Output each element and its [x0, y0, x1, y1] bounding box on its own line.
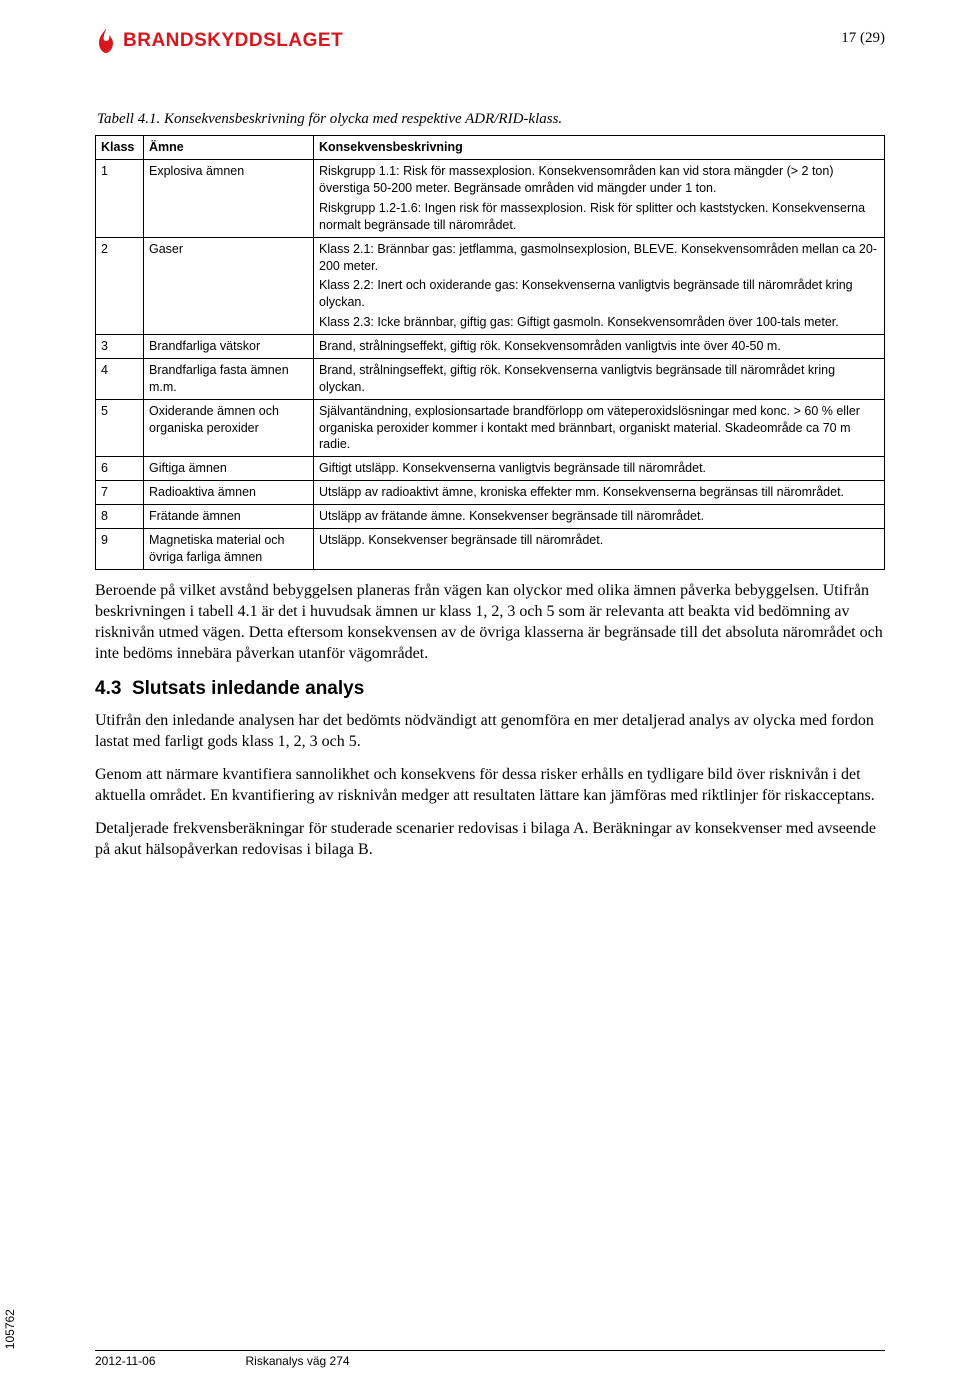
table-row: 9Magnetiska material och övriga farliga …: [96, 528, 885, 569]
cell-amne: Frätande ämnen: [144, 505, 314, 529]
cell-klass: 3: [96, 335, 144, 359]
body-text-2: Utifrån den inledande analysen har det b…: [95, 710, 885, 861]
footer-date: 2012-11-06: [95, 1353, 156, 1369]
cell-amne: Oxiderande ämnen och organiska peroxider: [144, 399, 314, 457]
table-row: 8Frätande ämnen Utsläpp av frätande ämne.…: [96, 505, 885, 529]
footer-doc: Riskanalys väg 274: [246, 1353, 350, 1369]
beskrivning-block: Klass 2.3: Icke brännbar, giftig gas: Gi…: [319, 314, 879, 331]
table-row: 7Radioaktiva ämnen Utsläpp av radioaktivt…: [96, 481, 885, 505]
beskrivning-block: Utsläpp av radioaktivt ämne, kroniska ef…: [319, 484, 879, 501]
paragraph: Detaljerade frekvensberäkningar för stud…: [95, 818, 885, 860]
side-document-number: 105762: [2, 1309, 18, 1349]
cell-beskrivning: Utsläpp av frätande ämne. Konsekvenser b…: [314, 505, 885, 529]
flame-icon: [95, 28, 117, 54]
adr-table: Klass Ämne Konsekvensbeskrivning 1Explos…: [95, 135, 885, 569]
beskrivning-block: Riskgrupp 1.2-1.6: Ingen risk för massex…: [319, 200, 879, 234]
beskrivning-block: Utsläpp. Konsekvenser begränsade till nä…: [319, 532, 879, 549]
cell-amne: Magnetiska material och övriga farliga ä…: [144, 528, 314, 569]
brand-name: BRANDSKYDDSLAGET: [123, 28, 343, 54]
cell-klass: 5: [96, 399, 144, 457]
col-beskrivning: Konsekvensbeskrivning: [314, 136, 885, 160]
brand-logo: BRANDSKYDDSLAGET: [95, 28, 885, 54]
paragraph: Genom att närmare kvantifiera sannolikhe…: [95, 764, 885, 806]
cell-amne: Gaser: [144, 237, 314, 334]
beskrivning-block: Självantändning, explosionsartade brandf…: [319, 403, 879, 454]
table-row: 3Brandfarliga vätskor Brand, strålningsef…: [96, 335, 885, 359]
beskrivning-block: Riskgrupp 1.1: Risk för massexplosion. K…: [319, 163, 879, 197]
col-klass: Klass: [96, 136, 144, 160]
cell-beskrivning: Utsläpp. Konsekvenser begränsade till nä…: [314, 528, 885, 569]
cell-klass: 7: [96, 481, 144, 505]
table-row: 5Oxiderande ämnen och organiska peroxide…: [96, 399, 885, 457]
page-footer: 2012-11-06 Riskanalys väg 274: [95, 1350, 885, 1369]
table-row: 4Brandfarliga fasta ämnen m.m.Brand, str…: [96, 358, 885, 399]
cell-klass: 6: [96, 457, 144, 481]
beskrivning-block: Utsläpp av frätande ämne. Konsekvenser b…: [319, 508, 879, 525]
cell-klass: 9: [96, 528, 144, 569]
cell-klass: 1: [96, 160, 144, 238]
page-number: 17 (29): [841, 28, 885, 48]
table-caption: Tabell 4.1. Konsekvensbeskrivning för ol…: [97, 109, 885, 129]
cell-beskrivning: Riskgrupp 1.1: Risk för massexplosion. K…: [314, 160, 885, 238]
section-number: 4.3: [95, 678, 121, 699]
table-row: 1Explosiva ämnenRiskgrupp 1.1: Risk för …: [96, 160, 885, 238]
cell-amne: Brandfarliga vätskor: [144, 335, 314, 359]
cell-beskrivning: Brand, strålningseffekt, giftig rök. Kon…: [314, 358, 885, 399]
cell-beskrivning: Klass 2.1: Brännbar gas: jetflamma, gasm…: [314, 237, 885, 334]
col-amne: Ämne: [144, 136, 314, 160]
cell-beskrivning: Giftigt utsläpp. Konsekvenserna vanligtv…: [314, 457, 885, 481]
cell-klass: 2: [96, 237, 144, 334]
cell-beskrivning: Självantändning, explosionsartade brandf…: [314, 399, 885, 457]
section-title: Slutsats inledande analys: [132, 678, 364, 699]
beskrivning-block: Giftigt utsläpp. Konsekvenserna vanligtv…: [319, 460, 879, 477]
cell-beskrivning: Utsläpp av radioaktivt ämne, kroniska ef…: [314, 481, 885, 505]
cell-amne: Radioaktiva ämnen: [144, 481, 314, 505]
cell-amne: Explosiva ämnen: [144, 160, 314, 238]
beskrivning-block: Klass 2.2: Inert och oxiderande gas: Kon…: [319, 277, 879, 311]
body-text-1: Beroende på vilket avstånd bebyggelsen p…: [95, 580, 885, 664]
cell-klass: 8: [96, 505, 144, 529]
beskrivning-block: Klass 2.1: Brännbar gas: jetflamma, gasm…: [319, 241, 879, 275]
cell-amne: Brandfarliga fasta ämnen m.m.: [144, 358, 314, 399]
paragraph: Utifrån den inledande analysen har det b…: [95, 710, 885, 752]
table-row: 6Giftiga ämnen Giftigt utsläpp. Konsekven…: [96, 457, 885, 481]
section-heading: 4.3 Slutsats inledande analys: [95, 676, 885, 702]
paragraph: Beroende på vilket avstånd bebyggelsen p…: [95, 580, 885, 664]
beskrivning-block: Brand, strålningseffekt, giftig rök. Kon…: [319, 338, 879, 355]
cell-beskrivning: Brand, strålningseffekt, giftig rök. Kon…: [314, 335, 885, 359]
table-row: 2GaserKlass 2.1: Brännbar gas: jetflamma…: [96, 237, 885, 334]
table-header-row: Klass Ämne Konsekvensbeskrivning: [96, 136, 885, 160]
beskrivning-block: Brand, strålningseffekt, giftig rök. Kon…: [319, 362, 879, 396]
cell-klass: 4: [96, 358, 144, 399]
cell-amne: Giftiga ämnen: [144, 457, 314, 481]
